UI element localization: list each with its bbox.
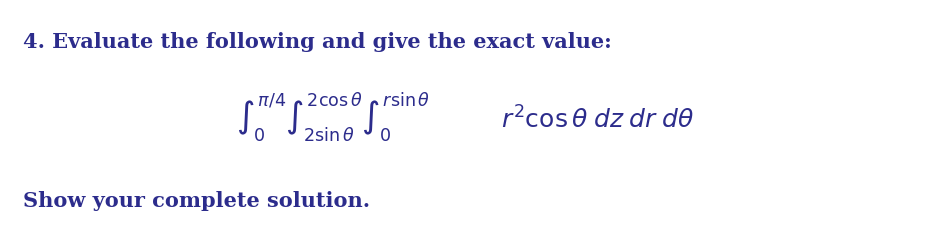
Text: Show your complete solution.: Show your complete solution. [22, 191, 370, 211]
Text: 4. Evaluate the following and give the exact value:: 4. Evaluate the following and give the e… [22, 32, 611, 52]
Text: $\int_0^{\pi/4}\int_{2\sin\theta}^{2\cos\theta}\int_0^{r\sin\theta}\ \ \ \ \ \ \: $\int_0^{\pi/4}\int_{2\sin\theta}^{2\cos… [235, 90, 695, 144]
